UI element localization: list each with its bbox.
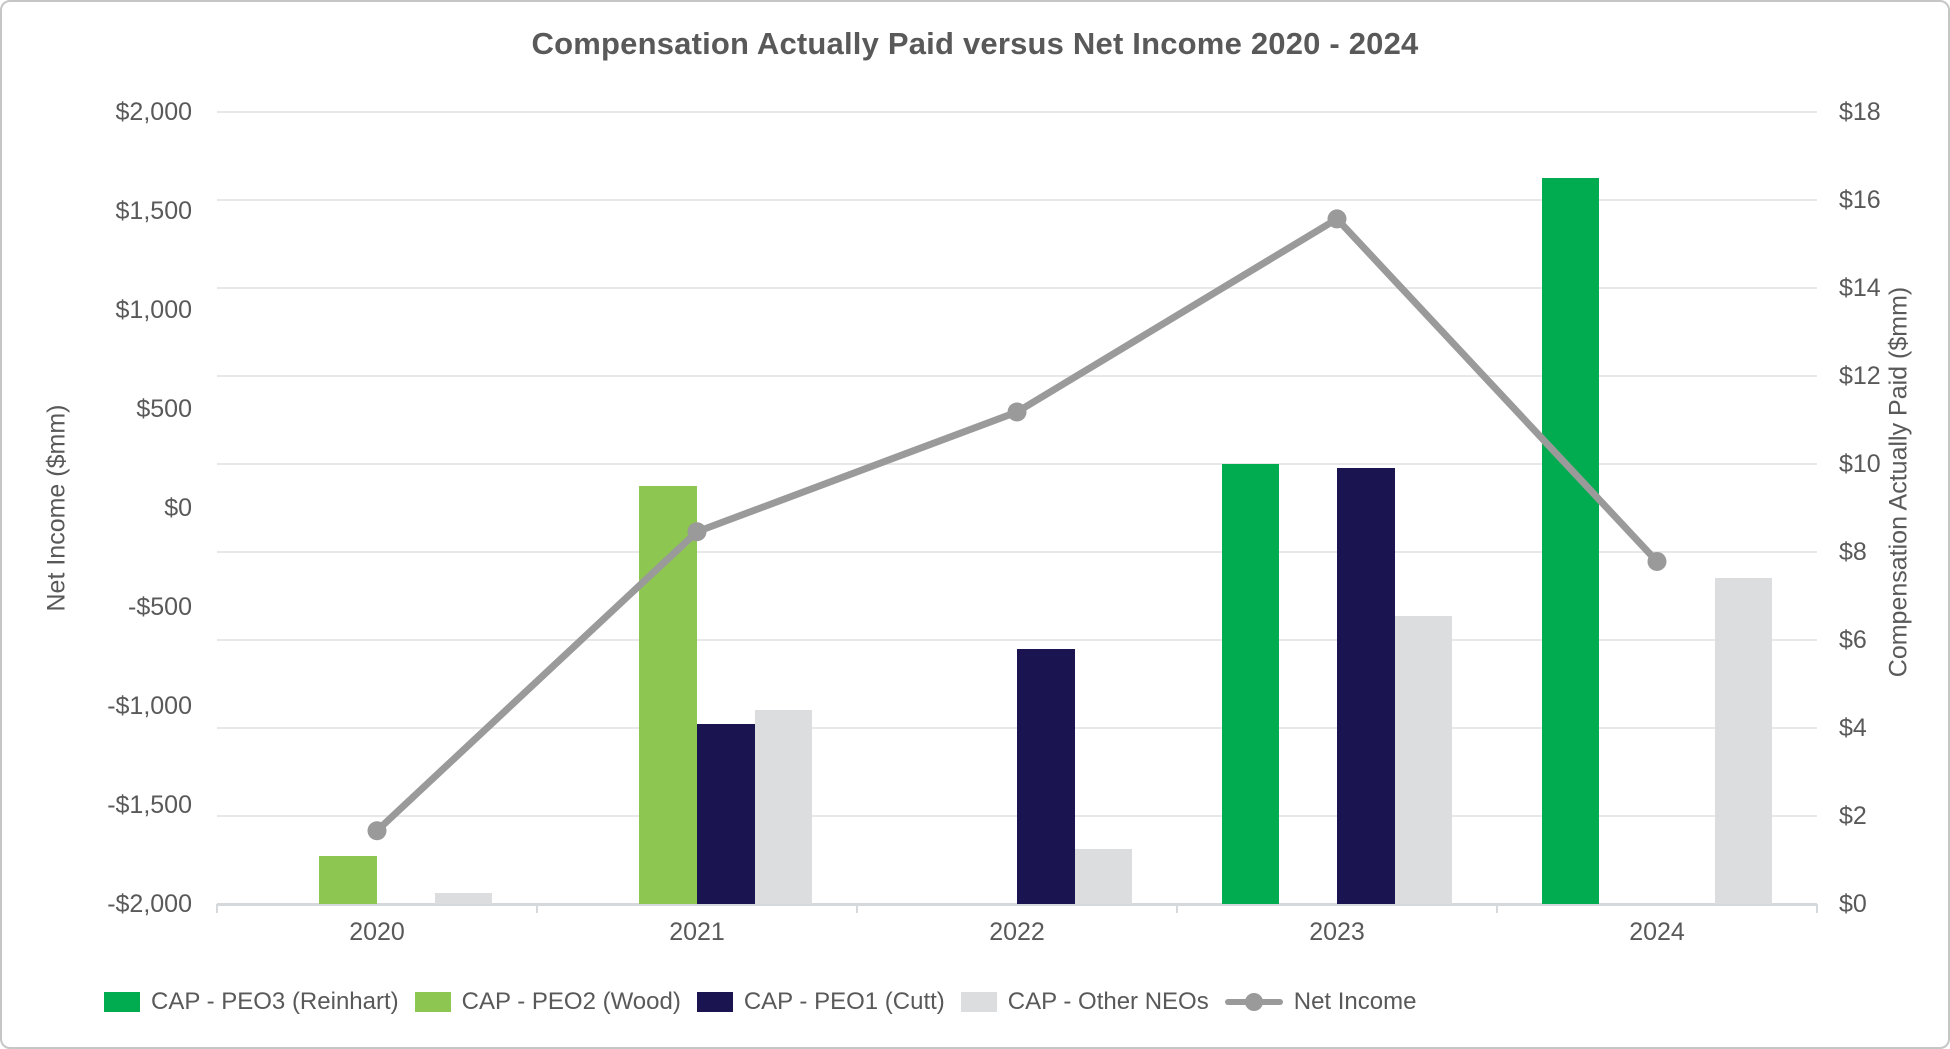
left-axis-tick-6: -$1,000 bbox=[107, 692, 192, 720]
x-axis-tick-3 bbox=[1176, 904, 1178, 913]
left-axis-tick-2: $1,000 bbox=[115, 296, 192, 324]
legend-swatch-cap-peo3-reinhart bbox=[104, 992, 140, 1012]
right-axis-tick-9: $0 bbox=[1839, 890, 1867, 918]
x-axis-label-2021: 2021 bbox=[669, 918, 725, 946]
left-axis-tick-0: $2,000 bbox=[115, 98, 192, 126]
bar-cap-other-neos-2021 bbox=[754, 710, 813, 904]
legend-label-cap-peo1-cutt: CAP - PEO1 (Cutt) bbox=[743, 988, 945, 1015]
chart-title: Compensation Actually Paid versus Net In… bbox=[531, 26, 1419, 61]
legend-swatch-cap-peo1-cutt bbox=[696, 992, 733, 1012]
net-income-marker-2024 bbox=[1647, 551, 1667, 571]
legend-label-cap-other-neos: CAP - Other NEOs bbox=[1007, 988, 1209, 1015]
gridline-12 bbox=[217, 375, 1817, 377]
bar-cap-other-neos-2023 bbox=[1394, 615, 1453, 904]
bar-cap-other-neos-2022 bbox=[1074, 849, 1133, 904]
gridline-8 bbox=[217, 551, 1817, 553]
gridline-14 bbox=[217, 287, 1817, 289]
x-axis-label-2024: 2024 bbox=[1629, 918, 1685, 946]
legend-swatch-cap-peo2-wood bbox=[414, 992, 451, 1012]
left-axis-tick-8: -$2,000 bbox=[107, 890, 192, 918]
gridline-18 bbox=[217, 111, 1817, 113]
right-axis-tick-4: $10 bbox=[1839, 450, 1881, 478]
legend-label-net-income: Net Income bbox=[1293, 988, 1417, 1015]
bar-cap-peo3-reinhart-2024 bbox=[1541, 178, 1600, 904]
gridline-0 bbox=[217, 903, 1817, 906]
x-axis-tick-2 bbox=[856, 904, 858, 913]
right-axis-title: Compensation Actually Paid ($mm) bbox=[1884, 286, 1913, 678]
left-axis-tick-3: $500 bbox=[136, 395, 192, 423]
legend: CAP - PEO3 (Reinhart) CAP - PEO2 (Wood) CA… bbox=[104, 988, 1416, 1016]
net-income-line bbox=[374, 214, 1660, 834]
legend-item-cap-peo1-cutt: CAP - PEO1 (Cutt) bbox=[696, 988, 945, 1016]
legend-item-cap-peo3-reinhart: CAP - PEO3 (Reinhart) bbox=[104, 988, 399, 1016]
right-axis-tick-3: $12 bbox=[1839, 362, 1881, 390]
bar-cap-peo1-cutt-2023 bbox=[1337, 468, 1395, 904]
x-axis-tick-1 bbox=[536, 904, 538, 913]
bar-cap-peo1-cutt-2021 bbox=[697, 723, 755, 904]
net-income-line-layer bbox=[367, 209, 1667, 841]
bar-cap-peo3-reinhart-2023 bbox=[1221, 464, 1280, 904]
net-income-marker-2021 bbox=[687, 522, 707, 542]
x-axis-tick-5 bbox=[1816, 904, 1818, 913]
right-axis-tick-6: $6 bbox=[1839, 626, 1867, 654]
net-income-marker-2020 bbox=[367, 821, 387, 841]
x-axis-label-2023: 2023 bbox=[1309, 918, 1365, 946]
right-axis-tick-2: $14 bbox=[1839, 274, 1881, 302]
left-axis-tick-4: $0 bbox=[164, 494, 192, 522]
bar-cap-other-neos-2020 bbox=[434, 893, 493, 904]
net-income-marker-2023 bbox=[1327, 209, 1347, 229]
legend-item-net-income: Net Income bbox=[1224, 988, 1417, 1016]
right-axis-tick-7: $4 bbox=[1839, 714, 1867, 742]
net-income-marker-2022 bbox=[1007, 402, 1027, 422]
x-axis-label-2020: 2020 bbox=[349, 918, 405, 946]
x-axis-tick-0 bbox=[216, 904, 218, 913]
gridline-6 bbox=[217, 639, 1817, 641]
x-axis-tick-4 bbox=[1496, 904, 1498, 913]
left-axis-tick-5: -$500 bbox=[128, 593, 192, 621]
right-axis-tick-1: $16 bbox=[1839, 186, 1881, 214]
legend-item-cap-peo2-wood: CAP - PEO2 (Wood) bbox=[414, 988, 681, 1016]
x-axis-label-2022: 2022 bbox=[989, 918, 1045, 946]
right-axis-tick-5: $8 bbox=[1839, 538, 1867, 566]
legend-swatch-cap-other-neos bbox=[960, 992, 997, 1012]
net-income-line-marker-icon bbox=[1224, 992, 1283, 1012]
legend-label-cap-peo3-reinhart: CAP - PEO3 (Reinhart) bbox=[151, 988, 399, 1015]
left-axis-tick-7: -$1,500 bbox=[107, 791, 192, 819]
right-axis-tick-0: $18 bbox=[1839, 98, 1881, 126]
gridline-16 bbox=[217, 199, 1817, 201]
left-axis-tick-1: $1,500 bbox=[115, 197, 192, 225]
bar-cap-other-neos-2024 bbox=[1714, 578, 1773, 904]
legend-label-cap-peo2-wood: CAP - PEO2 (Wood) bbox=[461, 988, 681, 1015]
legend-item-cap-other-neos: CAP - Other NEOs bbox=[960, 988, 1209, 1016]
gridline-10 bbox=[217, 463, 1817, 465]
bar-cap-peo1-cutt-2022 bbox=[1017, 648, 1075, 904]
bar-cap-peo2-wood-2020 bbox=[319, 855, 377, 904]
right-axis-tick-8: $2 bbox=[1839, 802, 1867, 830]
